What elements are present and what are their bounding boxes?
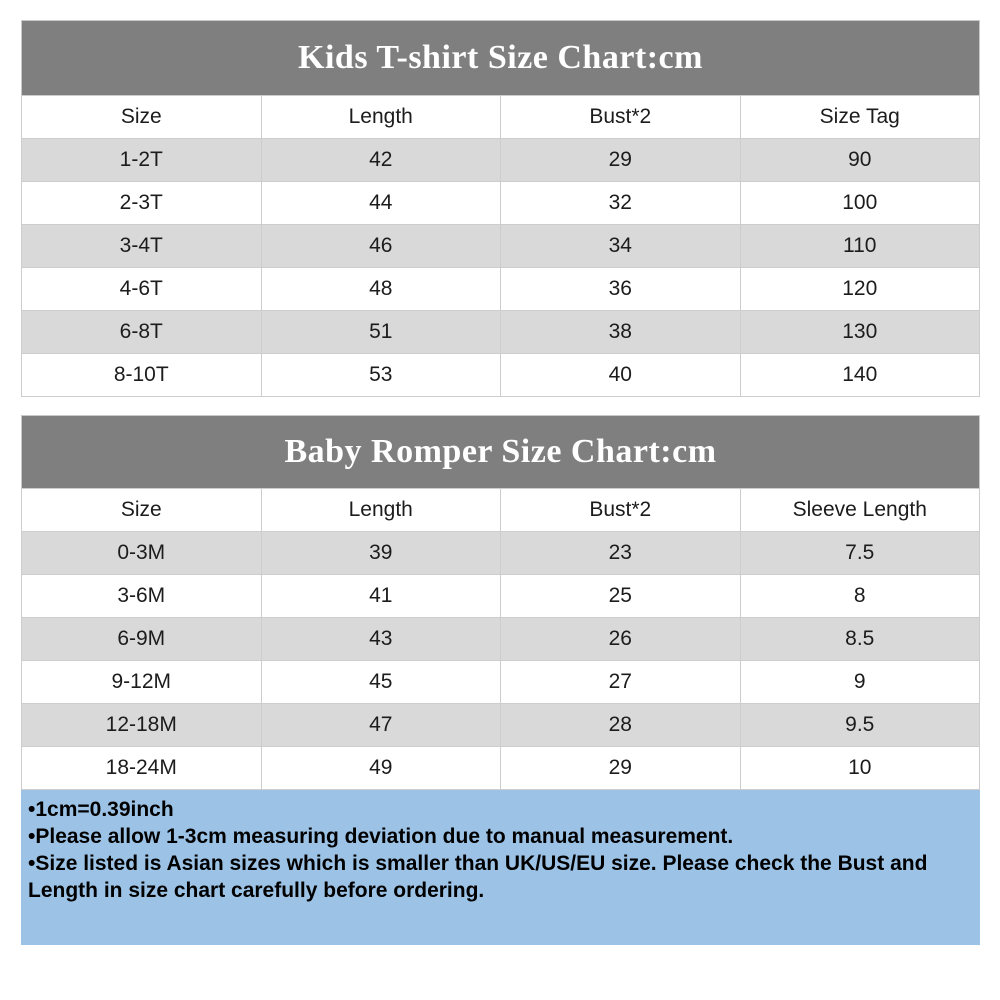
table-cell: 1-2T bbox=[21, 138, 262, 182]
table-cell: 47 bbox=[260, 703, 501, 747]
column-header: Size bbox=[21, 95, 262, 139]
table-cell: 42 bbox=[260, 138, 501, 182]
table-cell: 9-12M bbox=[21, 660, 262, 704]
header-row: Size Length Bust*2 Size Tag bbox=[21, 95, 980, 139]
table-cell: 53 bbox=[260, 353, 501, 397]
table-cell: 120 bbox=[739, 267, 980, 311]
table-row: 0-3M 39 23 7.5 bbox=[21, 531, 980, 575]
table-cell: 130 bbox=[739, 310, 980, 354]
table-cell: 48 bbox=[260, 267, 501, 311]
table-cell: 8 bbox=[739, 574, 980, 618]
column-header: Sleeve Length bbox=[739, 488, 980, 532]
table-cell: 38 bbox=[500, 310, 741, 354]
table-row: 4-6T 48 36 120 bbox=[21, 267, 980, 311]
table-row: 9-12M 45 27 9 bbox=[21, 660, 980, 704]
table-cell: 29 bbox=[500, 746, 741, 790]
table-cell: 25 bbox=[500, 574, 741, 618]
table-cell: 46 bbox=[260, 224, 501, 268]
table-cell: 8-10T bbox=[21, 353, 262, 397]
table-cell: 3-4T bbox=[21, 224, 262, 268]
table-cell: 3-6M bbox=[21, 574, 262, 618]
table-cell: 49 bbox=[260, 746, 501, 790]
column-header: Length bbox=[260, 95, 501, 139]
table-row: 1-2T 42 29 90 bbox=[21, 138, 980, 182]
table-cell: 90 bbox=[739, 138, 980, 182]
table-cell: 27 bbox=[500, 660, 741, 704]
table-cell: 9 bbox=[739, 660, 980, 704]
table-cell: 34 bbox=[500, 224, 741, 268]
table-cell: 110 bbox=[739, 224, 980, 268]
table-cell: 28 bbox=[500, 703, 741, 747]
table-cell: 40 bbox=[500, 353, 741, 397]
table-cell: 32 bbox=[500, 181, 741, 225]
size-chart-sheet: Kids T-shirt Size Chart:cm Size Length Bus… bbox=[21, 20, 980, 945]
table-cell: 9.5 bbox=[739, 703, 980, 747]
table-row: 2-3T 44 32 100 bbox=[21, 181, 980, 225]
table-cell: 6-9M bbox=[21, 617, 262, 661]
table-cell: 7.5 bbox=[739, 531, 980, 575]
kids-tshirt-chart-title: Kids T-shirt Size Chart:cm bbox=[21, 20, 980, 95]
table-cell: 41 bbox=[260, 574, 501, 618]
table-cell: 45 bbox=[260, 660, 501, 704]
column-header: Size bbox=[21, 488, 262, 532]
table-row: 3-6M 41 25 8 bbox=[21, 574, 980, 618]
table-cell: 2-3T bbox=[21, 181, 262, 225]
table-cell: 18-24M bbox=[21, 746, 262, 790]
table-cell: 23 bbox=[500, 531, 741, 575]
table-cell: 36 bbox=[500, 267, 741, 311]
table-cell: 44 bbox=[260, 181, 501, 225]
baby-romper-size-table: Size Length Bust*2 Sleeve Length 0-3M 39 23 7.… bbox=[21, 488, 980, 790]
note-cm-inch: •1cm=0.39inch bbox=[28, 798, 174, 821]
baby-romper-chart-title: Baby Romper Size Chart:cm bbox=[21, 415, 980, 488]
table-cell: 0-3M bbox=[21, 531, 262, 575]
column-header: Bust*2 bbox=[500, 95, 741, 139]
note-asian-size: •Size listed is Asian sizes which is sma… bbox=[28, 852, 928, 902]
table-row: 18-24M 49 29 10 bbox=[21, 746, 980, 790]
table-cell: 12-18M bbox=[21, 703, 262, 747]
note-deviation: •Please allow 1-3cm measuring deviation … bbox=[28, 825, 734, 848]
table-row: 8-10T 53 40 140 bbox=[21, 353, 980, 397]
table-cell: 43 bbox=[260, 617, 501, 661]
table-cell: 39 bbox=[260, 531, 501, 575]
header-row: Size Length Bust*2 Sleeve Length bbox=[21, 488, 980, 532]
table-cell: 26 bbox=[500, 617, 741, 661]
table-cell: 4-6T bbox=[21, 267, 262, 311]
kids-tshirt-size-table: Size Length Bust*2 Size Tag 1-2T 42 29 90 2-3T 4… bbox=[21, 95, 980, 397]
table-row: 6-9M 43 26 8.5 bbox=[21, 617, 980, 661]
baby-romper-size-chart: Baby Romper Size Chart:cm Size Length Bust… bbox=[21, 415, 980, 790]
table-row: 12-18M 47 28 9.5 bbox=[21, 703, 980, 747]
table-cell: 10 bbox=[739, 746, 980, 790]
table-cell: 29 bbox=[500, 138, 741, 182]
table-row: 6-8T 51 38 130 bbox=[21, 310, 980, 354]
column-header: Bust*2 bbox=[500, 488, 741, 532]
measurement-notes: •1cm=0.39inch •Please allow 1-3cm measur… bbox=[21, 790, 980, 945]
column-header: Size Tag bbox=[739, 95, 980, 139]
table-cell: 8.5 bbox=[739, 617, 980, 661]
table-cell: 100 bbox=[739, 181, 980, 225]
table-cell: 6-8T bbox=[21, 310, 262, 354]
column-header: Length bbox=[260, 488, 501, 532]
kids-tshirt-size-chart: Kids T-shirt Size Chart:cm Size Length Bus… bbox=[21, 20, 980, 397]
table-cell: 140 bbox=[739, 353, 980, 397]
table-cell: 51 bbox=[260, 310, 501, 354]
table-row: 3-4T 46 34 110 bbox=[21, 224, 980, 268]
